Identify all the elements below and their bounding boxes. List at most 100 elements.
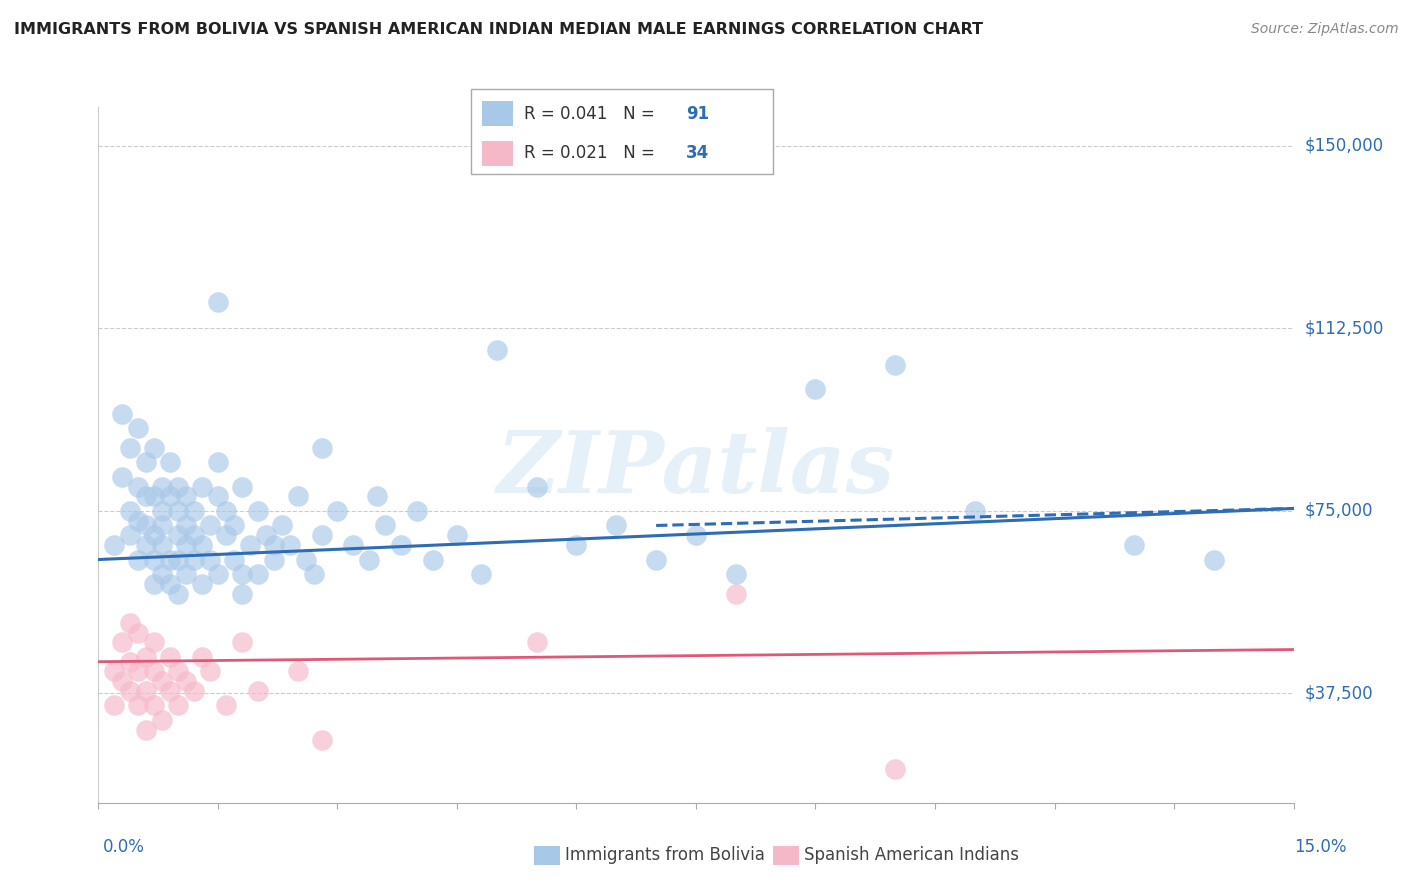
Point <box>239 538 262 552</box>
Point <box>150 504 173 518</box>
Point <box>167 552 190 566</box>
Point <box>645 552 668 566</box>
Point <box>127 552 149 566</box>
Point <box>120 504 142 518</box>
Point <box>326 504 349 518</box>
Point <box>183 504 205 518</box>
Point <box>246 684 269 698</box>
Text: IMMIGRANTS FROM BOLIVIA VS SPANISH AMERICAN INDIAN MEDIAN MALE EARNINGS CORRELAT: IMMIGRANTS FROM BOLIVIA VS SPANISH AMERI… <box>14 22 983 37</box>
Point <box>174 674 197 689</box>
Point <box>374 518 396 533</box>
Point <box>174 489 197 503</box>
Point <box>143 441 166 455</box>
Point <box>215 528 238 542</box>
Text: ZIPatlas: ZIPatlas <box>496 427 896 510</box>
Point <box>167 665 190 679</box>
Point <box>207 455 229 469</box>
Point <box>1202 552 1225 566</box>
Point <box>246 567 269 582</box>
Text: $37,500: $37,500 <box>1305 684 1374 702</box>
Point <box>231 479 253 493</box>
Point <box>167 698 190 713</box>
Point <box>159 649 181 664</box>
Point <box>183 552 205 566</box>
Point <box>215 504 238 518</box>
Point <box>215 698 238 713</box>
Point <box>143 698 166 713</box>
Point <box>270 518 292 533</box>
Point <box>446 528 468 542</box>
Point <box>103 538 125 552</box>
Text: R = 0.041   N =: R = 0.041 N = <box>524 104 661 122</box>
Point <box>174 567 197 582</box>
Point <box>127 698 149 713</box>
Point <box>127 665 149 679</box>
Point <box>884 762 907 776</box>
Point <box>143 665 166 679</box>
Point <box>389 538 412 552</box>
Text: 0.0%: 0.0% <box>103 838 145 855</box>
Point <box>191 538 214 552</box>
Point <box>422 552 444 566</box>
Point <box>1123 538 1146 552</box>
Point <box>198 518 221 533</box>
Point <box>183 528 205 542</box>
Point <box>470 567 492 582</box>
Point <box>302 567 325 582</box>
Point <box>150 713 173 727</box>
Point <box>103 665 125 679</box>
Point <box>159 552 181 566</box>
Point <box>366 489 388 503</box>
Point <box>191 649 214 664</box>
Point <box>127 514 149 528</box>
Point <box>724 567 747 582</box>
Point <box>111 635 134 649</box>
Point <box>167 504 190 518</box>
Point <box>127 421 149 435</box>
Point <box>884 358 907 372</box>
Point <box>263 538 285 552</box>
Point <box>150 479 173 493</box>
Point <box>231 586 253 600</box>
Point <box>143 577 166 591</box>
Point <box>359 552 381 566</box>
Point <box>143 552 166 566</box>
Point <box>159 577 181 591</box>
Point <box>135 684 157 698</box>
Point <box>150 518 173 533</box>
Point <box>565 538 588 552</box>
Point <box>342 538 364 552</box>
Point <box>207 567 229 582</box>
Point <box>120 655 142 669</box>
Point <box>804 382 827 396</box>
Point <box>287 665 309 679</box>
Point <box>183 684 205 698</box>
Point <box>246 504 269 518</box>
Point <box>120 684 142 698</box>
Point <box>127 479 149 493</box>
Point <box>120 615 142 630</box>
Point <box>724 586 747 600</box>
Point <box>135 518 157 533</box>
Point <box>159 489 181 503</box>
Text: Source: ZipAtlas.com: Source: ZipAtlas.com <box>1251 22 1399 37</box>
Point <box>150 538 173 552</box>
Text: 91: 91 <box>686 104 709 122</box>
Point <box>198 665 221 679</box>
Point <box>207 489 229 503</box>
Point <box>143 528 166 542</box>
Point <box>167 479 190 493</box>
Point <box>167 528 190 542</box>
Point <box>127 625 149 640</box>
Point <box>485 343 508 358</box>
Text: R = 0.021   N =: R = 0.021 N = <box>524 145 661 162</box>
Point <box>311 441 333 455</box>
Point <box>135 723 157 737</box>
Point <box>111 674 134 689</box>
Point <box>150 567 173 582</box>
Text: 34: 34 <box>686 145 710 162</box>
Point <box>605 518 627 533</box>
Point <box>254 528 277 542</box>
Text: $75,000: $75,000 <box>1305 502 1374 520</box>
Point <box>191 577 214 591</box>
